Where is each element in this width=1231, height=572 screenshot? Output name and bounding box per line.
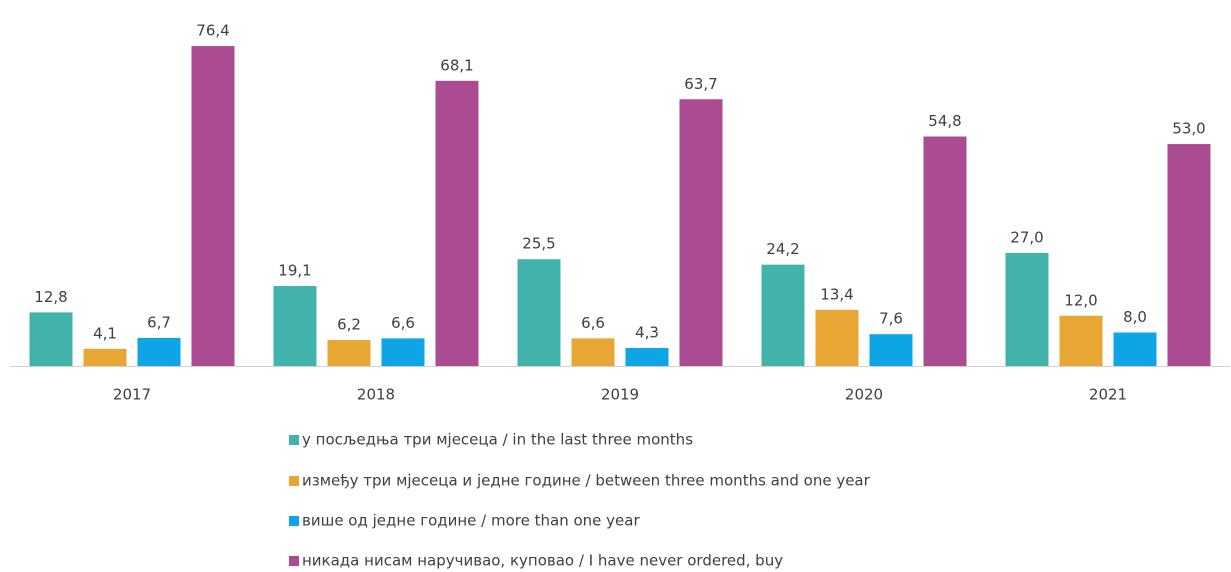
data-label: 24,2: [766, 240, 799, 258]
legend-swatch: [289, 476, 299, 486]
data-label: 12,8: [34, 288, 67, 306]
bar: [869, 334, 913, 366]
data-label: 68,1: [440, 56, 473, 74]
bar: [273, 286, 317, 366]
data-label: 12,0: [1064, 291, 1097, 309]
bar: [83, 348, 127, 366]
x-tick-label: 2020: [845, 386, 883, 404]
data-label: 8,0: [1123, 308, 1147, 326]
data-label: 4,3: [635, 323, 659, 341]
bar: [761, 264, 805, 366]
bar: [381, 338, 425, 366]
x-tick-label: 2021: [1089, 386, 1127, 404]
legend-swatch: [289, 516, 299, 526]
data-label: 7,6: [879, 310, 903, 328]
bar: [137, 337, 181, 366]
bar: [435, 80, 479, 367]
data-label: 6,2: [337, 316, 361, 334]
bar: [923, 136, 967, 366]
legend-label: више од једне године / more than one yea…: [302, 512, 640, 530]
data-label: 13,4: [820, 285, 853, 303]
data-label: 19,1: [278, 262, 311, 280]
data-label: 27,0: [1010, 228, 1043, 246]
bar: [327, 340, 371, 366]
legend-swatch: [289, 435, 299, 445]
x-tick-label: 2017: [113, 386, 151, 404]
data-label: 54,8: [928, 112, 961, 130]
bar: [1167, 144, 1211, 366]
data-label: 63,7: [684, 75, 717, 93]
x-tick-label: 2019: [601, 386, 639, 404]
legend-swatch: [289, 556, 299, 566]
bar: [29, 312, 73, 366]
data-label: 6,6: [391, 314, 415, 332]
legend-label: у посљедња три мјесеца / in the last thr…: [302, 431, 693, 449]
bar: [1059, 315, 1103, 366]
bar: [517, 259, 561, 366]
data-label: 53,0: [1172, 120, 1205, 138]
bar: [191, 46, 235, 366]
bar: [625, 347, 669, 366]
data-label: 6,7: [147, 313, 171, 331]
bar: [1005, 252, 1049, 366]
bar: [1113, 332, 1157, 366]
data-label: 76,4: [196, 22, 229, 40]
bar: [571, 338, 615, 366]
x-tick-label: 2018: [357, 386, 395, 404]
bar: [815, 309, 859, 366]
legend-label: између три мјесеца и једне године / betw…: [302, 472, 871, 490]
bar: [679, 99, 723, 366]
data-label: 25,5: [522, 235, 555, 253]
data-label: 6,6: [581, 314, 605, 332]
data-label: 4,1: [93, 324, 117, 342]
legend-label: никада нисам наручивао, куповао / I have…: [302, 552, 783, 570]
